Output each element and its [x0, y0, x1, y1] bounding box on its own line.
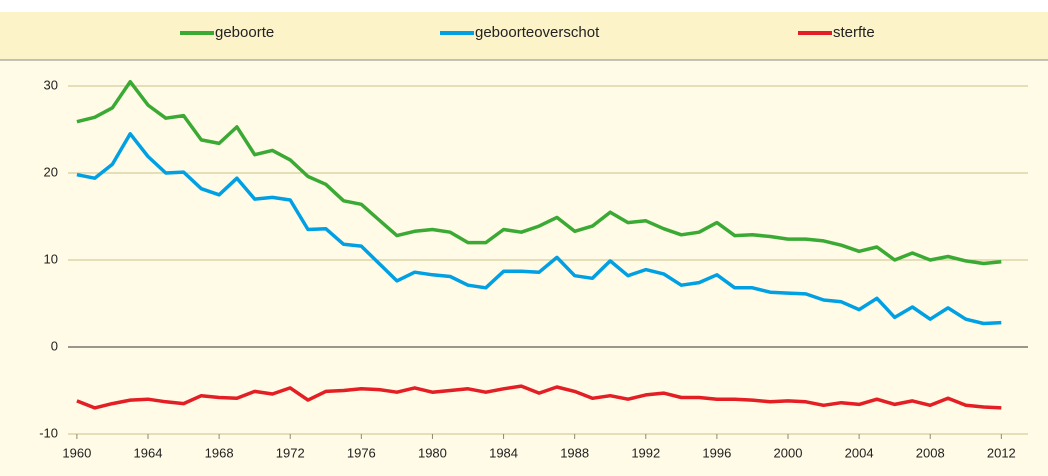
x-tick-label: 1968	[205, 445, 234, 460]
legend-label: geboorteoverschot	[475, 24, 600, 41]
series-line	[76, 384, 1002, 410]
x-tick-label: 1960	[62, 445, 91, 460]
top-strip	[0, 0, 1048, 12]
x-tick-label: 2012	[987, 445, 1016, 460]
x-tick-label: 1976	[347, 445, 376, 460]
grid: -10 0 10 20 30 1960 1964 1968 1972 1976 1980 1984 19…	[39, 77, 1028, 460]
x-tick-label: 1964	[134, 445, 163, 460]
y-tick-label: 30	[44, 77, 58, 92]
x-tick-label: 1972	[276, 445, 305, 460]
lines	[76, 79, 1002, 410]
legend: geboorte geboorteoverschot sterfte	[180, 24, 875, 41]
x-tick-label: 1996	[702, 445, 731, 460]
legend-label: geboorte	[215, 24, 274, 41]
plot-background	[0, 61, 1048, 476]
series-line	[76, 132, 1002, 326]
x-tick-label: 2000	[774, 445, 803, 460]
legend-background	[0, 12, 1048, 60]
series-line	[76, 79, 1002, 266]
x-tick-label: 1984	[489, 445, 518, 460]
y-tick-label: 0	[51, 338, 58, 353]
x-tick-label: 2008	[916, 445, 945, 460]
x-tick-label: 1992	[631, 445, 660, 460]
y-tick-label: 10	[44, 251, 58, 266]
x-tick-label: 1980	[418, 445, 447, 460]
x-tick-label: 1988	[560, 445, 589, 460]
y-tick-label: 20	[44, 164, 58, 179]
x-tick-label: 2004	[845, 445, 874, 460]
legend-label: sterfte	[833, 24, 875, 41]
y-tick-label: -10	[39, 425, 58, 440]
